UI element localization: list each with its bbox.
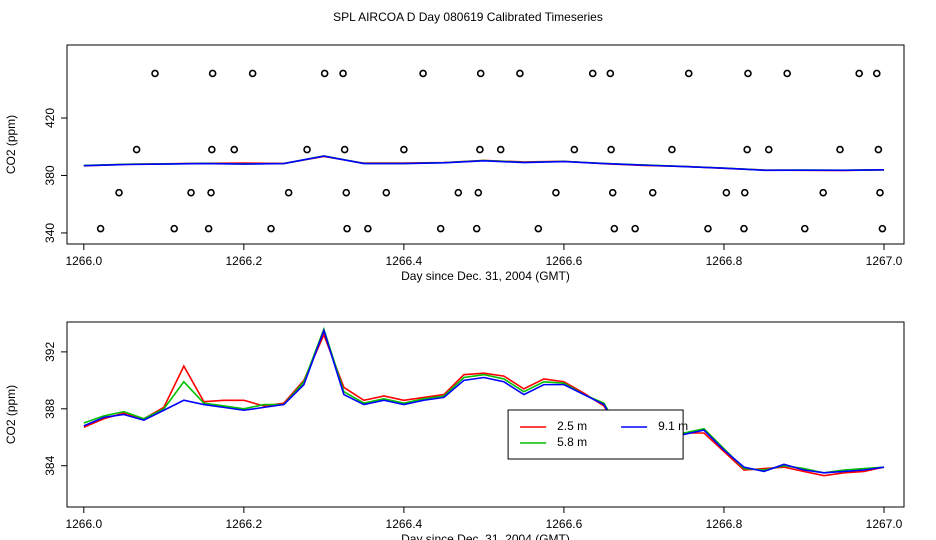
flag-point <box>631 224 639 233</box>
y-tick-label: 384 <box>43 455 57 475</box>
plot-frame <box>66 44 905 245</box>
flag-point <box>570 145 579 154</box>
flag-point <box>588 69 597 78</box>
legend-box <box>507 409 684 460</box>
flag-point <box>230 145 239 154</box>
flag-point <box>610 224 619 233</box>
flag-point <box>151 69 159 78</box>
flag-point <box>668 145 676 154</box>
y-tick-label: 392 <box>43 342 57 362</box>
flag-point <box>800 224 809 233</box>
flag-point <box>684 69 693 78</box>
legend-label: 2.5 m <box>557 419 587 433</box>
flag-point <box>744 69 752 78</box>
x-axis-label: Day since Dec. 31, 2004 (GMT) <box>401 269 570 283</box>
x-tick-label: 1267.0 <box>866 254 903 268</box>
flag-point <box>472 224 481 233</box>
flag-point <box>267 224 275 233</box>
flag-point <box>872 69 881 78</box>
x-tick-label: 1266.8 <box>706 517 743 531</box>
flag-point <box>364 224 372 233</box>
x-tick-label: 1266.2 <box>225 254 262 268</box>
y-axis-label: CO2 (ppm) <box>4 385 18 444</box>
flag-point <box>343 224 351 233</box>
flag-point <box>607 145 615 154</box>
flag-point <box>722 188 731 197</box>
flag-point <box>740 188 749 197</box>
flag-point <box>454 188 463 197</box>
series-line <box>83 155 885 172</box>
flag-point <box>855 69 863 78</box>
y-tick-label: 380 <box>43 165 57 185</box>
flag-point <box>740 224 748 233</box>
plot-frame <box>66 321 905 508</box>
flag-point <box>320 69 329 78</box>
flag-point <box>436 224 445 233</box>
flag-point <box>170 224 179 233</box>
flag-point <box>382 188 391 197</box>
flag-point <box>187 188 195 197</box>
flag-point <box>743 145 751 154</box>
flag-point <box>340 145 349 154</box>
flag-point <box>819 188 827 197</box>
flag-point <box>476 69 485 78</box>
flag-point <box>208 145 216 154</box>
y-tick-label: 340 <box>43 223 57 243</box>
flag-point <box>400 145 408 154</box>
flag-point <box>207 188 215 197</box>
flag-point <box>248 69 257 78</box>
flag-point <box>608 188 617 197</box>
y-axis-label: CO2 (ppm) <box>4 115 18 174</box>
legend-label: 5.8 m <box>557 435 587 449</box>
flag-point <box>704 224 712 233</box>
flag-point <box>878 224 887 233</box>
flag-point <box>284 188 293 197</box>
flag-point <box>419 69 427 78</box>
flag-point <box>132 145 141 154</box>
flag-point <box>496 145 505 154</box>
flag-point <box>303 145 311 154</box>
flag-point <box>874 145 883 154</box>
flag-point <box>342 188 351 197</box>
y-tick-label: 388 <box>43 398 57 418</box>
x-tick-label: 1266.0 <box>65 517 102 531</box>
x-tick-label: 1266.4 <box>386 517 423 531</box>
x-tick-label: 1266.4 <box>386 254 423 268</box>
figure-title: SPL AIRCOA D Day 080619 Calibrated Times… <box>333 10 603 24</box>
x-axis-label: Day since Dec. 31, 2004 (GMT) <box>401 532 570 540</box>
flag-point <box>606 69 615 78</box>
legend-label: 9.1 m <box>658 419 688 433</box>
y-tick-label: 420 <box>43 108 57 128</box>
x-tick-label: 1266.8 <box>706 254 743 268</box>
flag-point <box>552 188 560 197</box>
flag-point <box>208 69 217 78</box>
flag-point <box>204 224 213 233</box>
flag-point <box>96 224 105 233</box>
flag-point <box>115 188 123 197</box>
series-line <box>83 328 885 474</box>
flag-point <box>516 69 524 78</box>
flag-point <box>783 69 791 78</box>
x-tick-label: 1267.0 <box>866 517 903 531</box>
flag-point <box>836 145 844 154</box>
flag-point <box>876 188 884 197</box>
x-tick-label: 1266.0 <box>65 254 102 268</box>
x-tick-label: 1266.6 <box>546 254 583 268</box>
flag-point <box>474 188 483 197</box>
flag-point <box>648 188 657 197</box>
x-tick-label: 1266.6 <box>546 517 583 531</box>
x-tick-label: 1266.2 <box>225 517 262 531</box>
flag-point <box>534 224 543 233</box>
flag-point <box>764 145 773 154</box>
flag-point <box>476 145 484 154</box>
flag-point <box>339 69 347 78</box>
